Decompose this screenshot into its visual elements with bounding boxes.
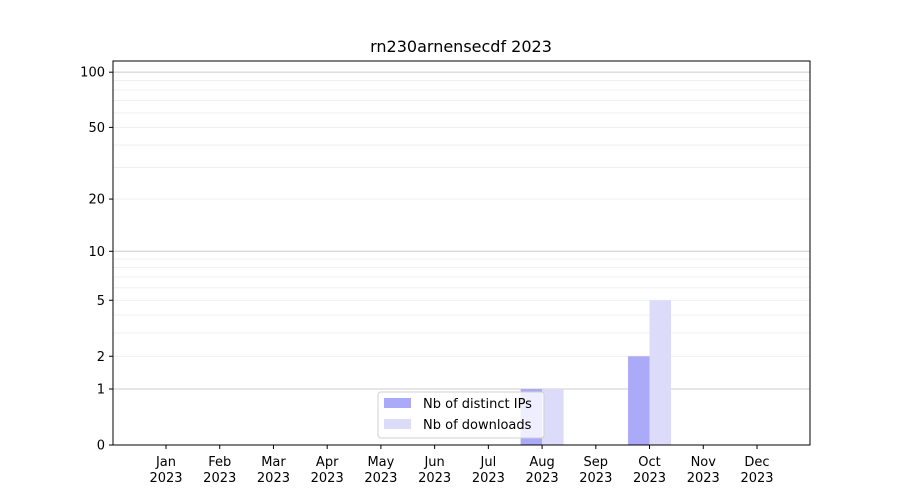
y-tick-label: 20 (88, 193, 105, 208)
x-tick-label: Jun (423, 455, 444, 470)
y-tick-label: 100 (80, 66, 105, 81)
x-tick-label: 2023 (257, 471, 290, 486)
x-tick-label: Mar (261, 455, 286, 470)
y-tick-label: 2 (97, 350, 105, 365)
legend-swatch (384, 398, 411, 408)
grid (113, 71, 810, 390)
bar-downloads (649, 300, 672, 445)
x-tick-label: Aug (529, 455, 554, 470)
legend-box (377, 391, 545, 439)
legend-label: Nb of distinct IPs (423, 397, 532, 412)
x-tick-label: Jan (155, 455, 176, 470)
x-tick-label: 2023 (740, 471, 773, 486)
bar-downloads (542, 389, 564, 445)
y-tick-label: 5 (97, 294, 105, 309)
x-tick-label: 2023 (311, 471, 344, 486)
y-tick-label: 10 (88, 245, 105, 260)
x-tick-label: Dec (744, 455, 769, 470)
x-tick-label: Apr (316, 455, 339, 470)
y-tick-label: 1 (97, 383, 105, 398)
x-tick-label: 2023 (633, 471, 666, 486)
x-tick-label: Sep (584, 455, 609, 470)
x-tick-label: 2023 (526, 471, 559, 486)
bar-distinct-ips (628, 356, 650, 445)
x-tick-label: Feb (208, 455, 231, 470)
plot-frame (112, 60, 811, 446)
x-tick-label: 2023 (472, 471, 505, 486)
legend-swatch (384, 419, 411, 429)
y-tick-label: 0 (97, 439, 105, 454)
x-tick-label: Oct (638, 455, 660, 470)
x-tick-label: 2023 (203, 471, 236, 486)
x-tick-label: 2023 (149, 471, 182, 486)
x-tick-label: Nov (691, 455, 717, 470)
x-tick-label: 2023 (687, 471, 720, 486)
x-tick-label: 2023 (364, 471, 397, 486)
y-axis: 0 1 2 5 10 20 50 100 (80, 66, 113, 454)
legend: Nb of distinct IPs Nb of downloads (377, 391, 545, 439)
x-tick-label: Jul (480, 455, 497, 470)
x-axis: Jan2023Feb2023Mar2023Apr2023May2023Jun20… (149, 445, 774, 486)
x-tick-label: 2023 (579, 471, 612, 486)
chart-title: rn230arnensecdf 2023 (370, 37, 552, 56)
x-tick-label: May (367, 455, 394, 470)
legend-label: Nb of downloads (423, 418, 532, 433)
y-tick-label: 50 (88, 121, 105, 136)
x-tick-label: 2023 (418, 471, 451, 486)
